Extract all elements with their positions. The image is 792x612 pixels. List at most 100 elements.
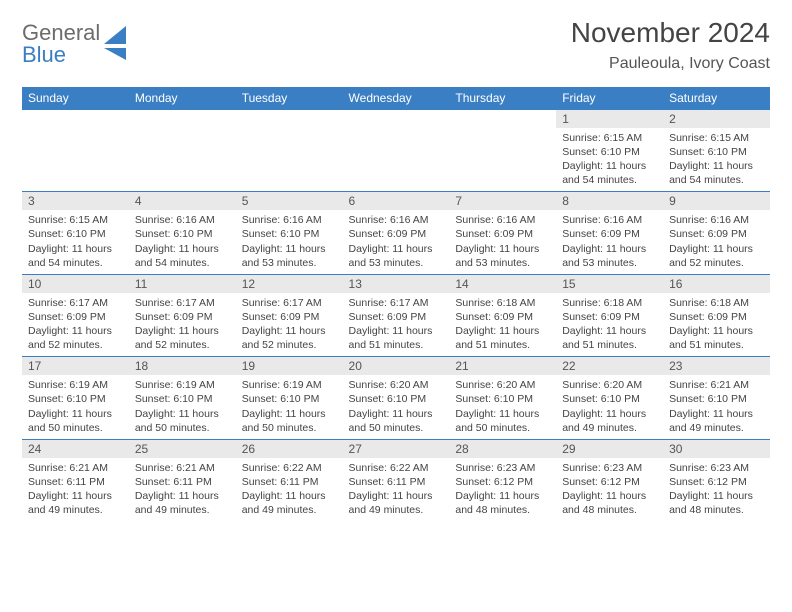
sunrise-text: Sunrise: 6:20 AM: [349, 378, 444, 392]
weekday-header: Wednesday: [343, 87, 450, 110]
day-number: 13: [343, 274, 450, 293]
sunrise-text: Sunrise: 6:23 AM: [669, 461, 764, 475]
sunset-text: Sunset: 6:12 PM: [455, 475, 550, 489]
daylight-text: Daylight: 11 hours and 48 minutes.: [562, 489, 657, 517]
sunrise-text: Sunrise: 6:18 AM: [669, 296, 764, 310]
sunset-text: Sunset: 6:10 PM: [562, 392, 657, 406]
day-detail: Sunrise: 6:23 AMSunset: 6:12 PMDaylight:…: [663, 458, 770, 522]
day-number: 30: [663, 439, 770, 458]
day-detail: Sunrise: 6:17 AMSunset: 6:09 PMDaylight:…: [129, 293, 236, 357]
daylight-text: Daylight: 11 hours and 50 minutes.: [242, 407, 337, 435]
sunrise-text: Sunrise: 6:22 AM: [242, 461, 337, 475]
day-detail: Sunrise: 6:23 AMSunset: 6:12 PMDaylight:…: [449, 458, 556, 522]
day-detail: Sunrise: 6:19 AMSunset: 6:10 PMDaylight:…: [129, 375, 236, 439]
sunset-text: Sunset: 6:10 PM: [455, 392, 550, 406]
day-number: 23: [663, 357, 770, 376]
sunset-text: Sunset: 6:09 PM: [349, 227, 444, 241]
day-number: 2: [663, 109, 770, 128]
daylight-text: Daylight: 11 hours and 48 minutes.: [669, 489, 764, 517]
daylight-text: Daylight: 11 hours and 49 minutes.: [28, 489, 123, 517]
sunrise-text: Sunrise: 6:16 AM: [349, 213, 444, 227]
sunset-text: Sunset: 6:10 PM: [135, 392, 230, 406]
sunset-text: Sunset: 6:10 PM: [349, 392, 444, 406]
day-body-row: Sunrise: 6:17 AM Sunset: 6:09 PM Daylight:…: [22, 293, 770, 357]
day-number: 25: [129, 439, 236, 458]
day-detail: Sunrise: 6:17 AMSunset: 6:09 PMDaylight:…: [236, 293, 343, 357]
day-number: [129, 109, 236, 128]
day-number: 14: [449, 274, 556, 293]
day-detail: Sunrise: 6:19 AMSunset: 6:10 PMDaylight:…: [236, 375, 343, 439]
day-number: 21: [449, 357, 556, 376]
daylight-text: Daylight: 11 hours and 54 minutes.: [28, 242, 123, 270]
sunset-text: Sunset: 6:10 PM: [669, 392, 764, 406]
day-detail: Sunrise: 6:16 AMSunset: 6:10 PMDaylight:…: [129, 210, 236, 274]
weekday-header: Thursday: [449, 87, 556, 110]
day-number: 11: [129, 274, 236, 293]
calendar-table: SundayMondayTuesdayWednesdayThursdayFrid…: [22, 87, 770, 522]
day-detail: Sunrise: 6:17 AMSunset: 6:09 PMDaylight:…: [22, 293, 129, 357]
day-number: [449, 109, 556, 128]
day-detail: Sunrise: 6:20 AMSunset: 6:10 PMDaylight:…: [449, 375, 556, 439]
logo-sail-icon: [102, 24, 130, 64]
sunset-text: Sunset: 6:10 PM: [28, 392, 123, 406]
sunset-text: Sunset: 6:12 PM: [562, 475, 657, 489]
day-detail: Sunrise: 6:21 AMSunset: 6:10 PMDaylight:…: [663, 375, 770, 439]
daylight-text: Daylight: 11 hours and 50 minutes.: [135, 407, 230, 435]
day-detail: Sunrise: 6:19 AMSunset: 6:10 PMDaylight:…: [22, 375, 129, 439]
day-detail: [236, 128, 343, 192]
sunset-text: Sunset: 6:09 PM: [455, 310, 550, 324]
day-number: 10: [22, 274, 129, 293]
day-number: 1: [556, 109, 663, 128]
sunrise-text: Sunrise: 6:17 AM: [135, 296, 230, 310]
logo-text-top: General: [22, 22, 100, 44]
sunrise-text: Sunrise: 6:21 AM: [669, 378, 764, 392]
sunrise-text: Sunrise: 6:20 AM: [562, 378, 657, 392]
day-number: 18: [129, 357, 236, 376]
day-number: [22, 109, 129, 128]
day-detail: [449, 128, 556, 192]
sunrise-text: Sunrise: 6:19 AM: [135, 378, 230, 392]
day-detail: Sunrise: 6:20 AMSunset: 6:10 PMDaylight:…: [343, 375, 450, 439]
daylight-text: Daylight: 11 hours and 53 minutes.: [349, 242, 444, 270]
day-number: 24: [22, 439, 129, 458]
day-number: 16: [663, 274, 770, 293]
day-number-row: 12: [22, 109, 770, 128]
sunrise-text: Sunrise: 6:16 AM: [242, 213, 337, 227]
day-detail: Sunrise: 6:16 AMSunset: 6:09 PMDaylight:…: [556, 210, 663, 274]
day-detail: [343, 128, 450, 192]
day-number: [343, 109, 450, 128]
day-number: 17: [22, 357, 129, 376]
sunset-text: Sunset: 6:09 PM: [669, 227, 764, 241]
day-number: 8: [556, 192, 663, 211]
sunrise-text: Sunrise: 6:15 AM: [669, 131, 764, 145]
day-detail: Sunrise: 6:21 AMSunset: 6:11 PMDaylight:…: [22, 458, 129, 522]
sunrise-text: Sunrise: 6:17 AM: [349, 296, 444, 310]
daylight-text: Daylight: 11 hours and 52 minutes.: [28, 324, 123, 352]
sunset-text: Sunset: 6:09 PM: [455, 227, 550, 241]
daylight-text: Daylight: 11 hours and 50 minutes.: [28, 407, 123, 435]
sunset-text: Sunset: 6:10 PM: [562, 145, 657, 159]
logo: General Blue: [22, 18, 130, 66]
day-number: 19: [236, 357, 343, 376]
day-detail: [22, 128, 129, 192]
sunset-text: Sunset: 6:11 PM: [242, 475, 337, 489]
day-number: 20: [343, 357, 450, 376]
day-detail: Sunrise: 6:16 AMSunset: 6:09 PMDaylight:…: [663, 210, 770, 274]
daylight-text: Daylight: 11 hours and 50 minutes.: [349, 407, 444, 435]
daylight-text: Daylight: 11 hours and 54 minutes.: [135, 242, 230, 270]
header: General Blue November 2024 Pauleoula, Iv…: [22, 18, 770, 73]
day-number: 6: [343, 192, 450, 211]
day-number: 28: [449, 439, 556, 458]
sunset-text: Sunset: 6:11 PM: [135, 475, 230, 489]
sunrise-text: Sunrise: 6:16 AM: [562, 213, 657, 227]
day-number: 9: [663, 192, 770, 211]
day-detail: Sunrise: 6:22 AMSunset: 6:11 PMDaylight:…: [343, 458, 450, 522]
sunset-text: Sunset: 6:10 PM: [669, 145, 764, 159]
weekday-header: Tuesday: [236, 87, 343, 110]
sunrise-text: Sunrise: 6:21 AM: [135, 461, 230, 475]
day-detail: Sunrise: 6:22 AMSunset: 6:11 PMDaylight:…: [236, 458, 343, 522]
daylight-text: Daylight: 11 hours and 49 minutes.: [135, 489, 230, 517]
sunset-text: Sunset: 6:10 PM: [242, 392, 337, 406]
daylight-text: Daylight: 11 hours and 54 minutes.: [669, 159, 764, 187]
sunrise-text: Sunrise: 6:23 AM: [562, 461, 657, 475]
